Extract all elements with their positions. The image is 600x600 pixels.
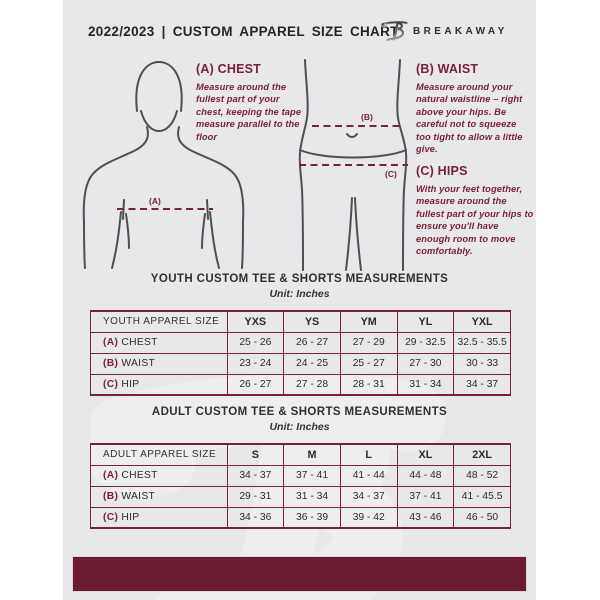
measurement-value: 31 - 34: [396, 373, 455, 396]
measurement-value: 28 - 31: [339, 373, 398, 396]
measurement-value: 46 - 50: [453, 506, 511, 529]
hips-line-label: (C): [385, 169, 397, 179]
size-label-header: YOUTH APPAREL SIZE: [90, 310, 228, 333]
adult-table-unit: Unit: Inches: [269, 421, 330, 433]
size-column-header: M: [283, 443, 341, 466]
measurement-row-label: (A) CHEST: [90, 464, 228, 487]
size-column-header: S: [226, 443, 285, 466]
youth-table-unit: Unit: Inches: [269, 288, 330, 300]
size-label-header: ADULT APPAREL SIZE: [90, 443, 228, 466]
youth-table-title: YOUTH CUSTOM TEE & SHORTS MEASUREMENTS: [150, 273, 449, 285]
size-chart-document: 2022/2023 | CUSTOM APPAREL SIZE CHART: [63, 0, 536, 600]
measurement-value: 24 - 25: [283, 352, 341, 375]
youth-size-table: YOUTH APPAREL SIZE YXS YS YM YL YXL (A) CHEST 2…: [90, 310, 511, 396]
measurement-value: 26 - 27: [226, 373, 285, 396]
measurement-value: 25 - 27: [339, 352, 398, 375]
measurement-value: 27 - 29: [339, 331, 398, 354]
table-row: (C) HIP 34 - 36 36 - 39 39 - 42 43 - 46 46 - …: [90, 506, 511, 529]
waist-line-label: (B): [361, 112, 373, 122]
measurement-value: 25 - 26: [226, 331, 285, 354]
waist-section-heading: (B) WAIST: [416, 62, 479, 76]
waist-section-text: Measure around your natural waistline – …: [416, 82, 523, 155]
row-letter-prefix: (A): [103, 337, 119, 348]
measurement-value: 27 - 30: [396, 352, 455, 375]
size-column-header: YS: [283, 310, 341, 333]
measurement-row-label: (C) HIP: [90, 373, 228, 396]
measurement-row-label: (B) WAIST: [90, 485, 228, 508]
content-layer: 2022/2023 | CUSTOM APPAREL SIZE CHART: [63, 0, 536, 600]
measurement-value: 34 - 37: [453, 373, 511, 396]
chest-section-text: Measure around the fullest part of your …: [196, 82, 302, 142]
measurement-value: 34 - 37: [226, 464, 285, 487]
adult-size-table: ADULT APPAREL SIZE S M L XL 2XL (A) CHEST 34 - …: [90, 443, 511, 529]
adult-table-title: ADULT CUSTOM TEE & SHORTS MEASUREMENTS: [151, 406, 448, 418]
row-letter-prefix: (B): [103, 358, 119, 369]
measurement-value: 39 - 42: [339, 506, 398, 529]
size-column-header: YXS: [226, 310, 285, 333]
size-column-header: XL: [396, 443, 455, 466]
table-row: (B) WAIST 29 - 31 31 - 34 34 - 37 37 - 41 41 …: [90, 485, 511, 508]
measurement-value: 30 - 33: [453, 352, 511, 375]
measurement-value: 27 - 28: [283, 373, 341, 396]
table-row: (C) HIP 26 - 27 27 - 28 28 - 31 31 - 34 34 - …: [90, 373, 511, 396]
brand-lockup: BREAKAWAY: [381, 15, 508, 45]
table-row: (B) WAIST 23 - 24 24 - 25 25 - 27 27 - 30 30 …: [90, 352, 511, 375]
row-letter-prefix: (C): [103, 511, 119, 523]
measurement-value: 31 - 34: [283, 485, 341, 508]
row-letter-prefix: (C): [103, 378, 119, 390]
measurement-value: 41 - 44: [339, 464, 398, 487]
size-column-header: YL: [396, 310, 455, 333]
measurement-value: 44 - 48: [396, 464, 455, 487]
measurement-value: 29 - 32.5: [396, 331, 455, 354]
size-column-header: YM: [339, 310, 398, 333]
measurement-value: 23 - 24: [226, 352, 285, 375]
row-letter-prefix: (A): [103, 470, 119, 481]
chest-measurement-figure: (A): [82, 60, 245, 269]
size-column-header: YXL: [453, 310, 511, 333]
measurement-value: 32.5 - 35.5: [453, 331, 511, 354]
hips-section-heading: (C) HIPS: [416, 164, 468, 178]
measurement-value: 26 - 27: [283, 331, 341, 354]
measurement-value: 43 - 46: [396, 506, 455, 529]
measurement-value: 37 - 41: [283, 464, 341, 487]
measurement-row-label: (A) CHEST: [90, 331, 228, 354]
page-title: 2022/2023 | CUSTOM APPAREL SIZE CHART: [88, 24, 399, 39]
measurement-value: 37 - 41: [396, 485, 455, 508]
brand-name: BREAKAWAY: [413, 26, 508, 37]
size-column-header: 2XL: [453, 443, 511, 466]
measurement-value: 36 - 39: [283, 506, 341, 529]
chest-section-heading: (A) CHEST: [196, 62, 261, 76]
hips-section-text: With your feet together, measure around …: [416, 184, 534, 257]
chest-line-label: (A): [149, 196, 161, 206]
table-row: (A) CHEST 34 - 37 37 - 41 41 - 44 44 - 48 48 …: [90, 464, 511, 487]
size-column-header: L: [339, 443, 398, 466]
measurement-value: 48 - 52: [453, 464, 511, 487]
row-letter-prefix: (B): [103, 491, 119, 502]
footer-bar: [72, 556, 527, 592]
measurement-value: 34 - 37: [339, 485, 398, 508]
waist-hips-measurement-figure: (B) (C): [298, 59, 408, 271]
measurement-row-label: (B) WAIST: [90, 352, 228, 375]
measurement-value: 41 - 45.5: [453, 485, 511, 508]
measurement-row-label: (C) HIP: [90, 506, 228, 529]
table-row: (A) CHEST 25 - 26 26 - 27 27 - 29 29 - 32.5 3…: [90, 331, 511, 354]
measurement-value: 29 - 31: [226, 485, 285, 508]
breakaway-logo-icon: [381, 21, 408, 41]
measurement-value: 34 - 36: [226, 506, 285, 529]
